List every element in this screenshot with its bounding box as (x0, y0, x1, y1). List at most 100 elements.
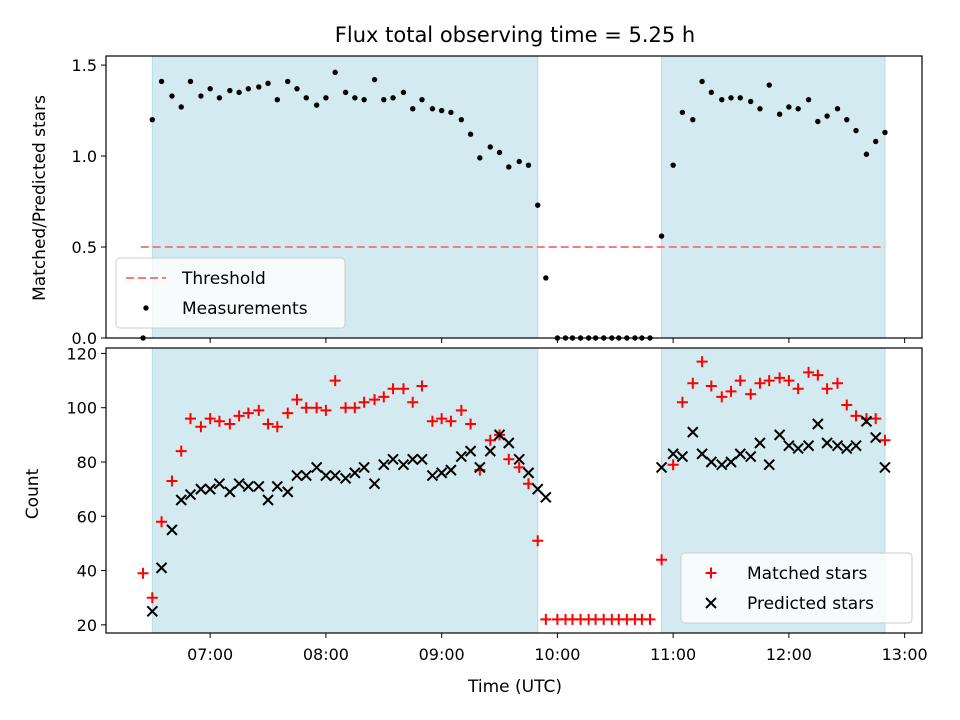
data-point (670, 162, 676, 168)
data-point (774, 372, 786, 384)
data-point (381, 96, 387, 103)
data-point (323, 95, 329, 101)
data-point (879, 434, 891, 446)
legend-entry: Threshold (126, 269, 266, 289)
data-point (786, 104, 792, 110)
data-point (860, 415, 873, 427)
panel-count: 20 40 60 80 100 120 07:00 08:00 09:00 10:00 11:00 1… (66, 344, 927, 664)
data-point (429, 106, 436, 112)
data-point (253, 480, 265, 493)
observing-interval-shade (661, 55, 886, 339)
data-point (834, 106, 841, 112)
data-point (282, 407, 294, 419)
data-point (407, 396, 419, 408)
data-point (513, 461, 525, 473)
data-point (313, 102, 320, 108)
data-point (496, 149, 503, 156)
legend-label: Measurements (182, 299, 308, 319)
panel-ratio: 0.0 0.5 1.0 1.5 Threshold Measurements (72, 55, 923, 348)
data-point (155, 562, 168, 574)
data-point (371, 76, 378, 83)
data-point (178, 104, 184, 110)
data-point (464, 445, 477, 457)
data-point (474, 461, 486, 474)
data-point (352, 95, 358, 101)
data-point (763, 375, 775, 387)
data-point (687, 377, 699, 389)
data-point (870, 413, 882, 425)
y-tick-label: 40 (77, 562, 97, 581)
x-tick-label: 12:00 (766, 645, 812, 664)
data-point (773, 429, 786, 441)
data-point (274, 96, 281, 103)
data-point (285, 78, 291, 85)
data-point (477, 155, 483, 161)
data-point (540, 491, 552, 503)
data-point (705, 456, 718, 468)
data-point (535, 202, 541, 208)
data-point (882, 129, 888, 136)
data-point (448, 109, 454, 116)
chart-title: Flux total observing time = 5.25 h (335, 23, 695, 47)
data-point (227, 87, 233, 94)
data-point (445, 464, 457, 476)
data-point (184, 413, 196, 425)
data-point (419, 96, 425, 103)
data-point (802, 440, 815, 452)
legend-label: Matched stars (747, 564, 867, 584)
data-point (699, 78, 705, 85)
data-point (416, 380, 428, 392)
data-point (300, 469, 312, 482)
data-point (754, 377, 766, 389)
data-point (737, 95, 743, 101)
data-point (841, 442, 853, 455)
data-point (224, 418, 236, 430)
data-point (484, 445, 496, 457)
data-point (378, 391, 390, 403)
data-point (679, 109, 686, 116)
data-point (812, 369, 824, 381)
data-point (815, 118, 821, 125)
data-point (236, 89, 242, 96)
data-point (455, 450, 468, 463)
data-point (329, 375, 341, 387)
data-point (158, 78, 165, 85)
data-point (436, 413, 448, 425)
data-point (676, 450, 689, 463)
data-point (156, 516, 168, 528)
legend-label: Predicted stars (747, 594, 874, 614)
data-point (644, 613, 656, 625)
bottom-panel-y-axis-label: Count (23, 468, 43, 519)
data-point (716, 459, 728, 471)
data-point (493, 429, 506, 441)
legend-entry: Predicted stars (705, 594, 874, 614)
x-axis-label: Time (UTC) (467, 677, 562, 697)
data-point (233, 478, 245, 490)
data-point (783, 375, 795, 387)
legend: Threshold Measurements (115, 257, 346, 329)
data-point (435, 467, 448, 479)
series-predicted-stars (146, 415, 891, 617)
data-point (776, 111, 783, 117)
data-point (358, 461, 370, 474)
y-tick-label: 100 (66, 399, 97, 418)
legend-box (115, 257, 346, 329)
data-point (340, 402, 352, 414)
data-point (329, 469, 341, 482)
data-point (873, 138, 879, 145)
series-measurements (140, 69, 888, 341)
y-tick-label: 0.5 (72, 238, 97, 257)
data-point (369, 394, 381, 406)
data-point (831, 440, 844, 452)
data-point (506, 164, 512, 170)
y-tick-label: 80 (77, 453, 97, 472)
legend-swatch (705, 567, 717, 579)
x-tick-label: 09:00 (419, 645, 465, 664)
data-point (522, 478, 534, 490)
data-point (400, 89, 407, 96)
data-point (445, 415, 457, 427)
data-point (879, 461, 891, 474)
data-point (146, 605, 159, 617)
data-point (253, 404, 265, 416)
y-tick-label: 120 (66, 344, 97, 363)
